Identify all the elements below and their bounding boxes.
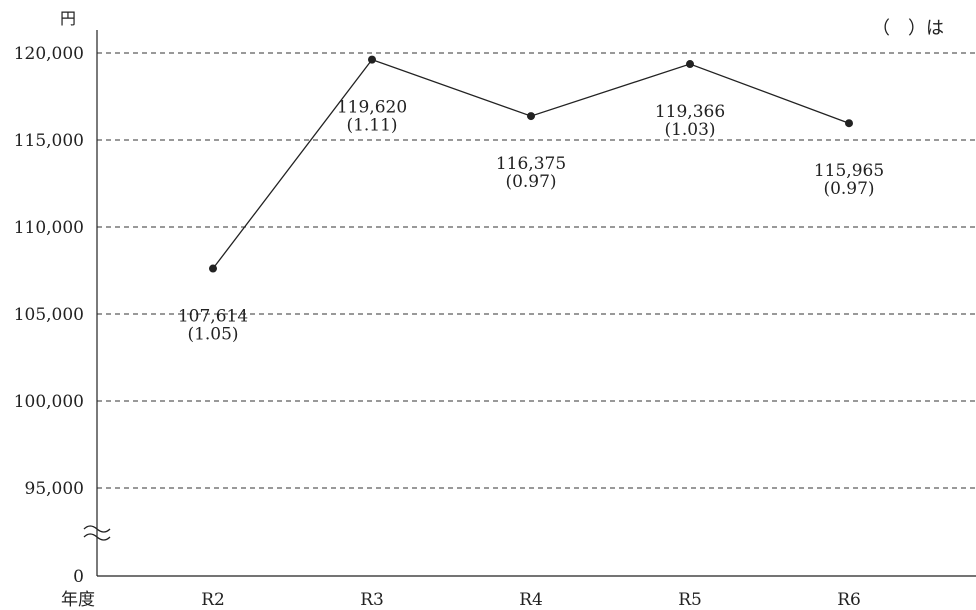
y-tick-label: 110,000 xyxy=(14,218,84,238)
x-tick-label: R4 xyxy=(519,590,543,610)
x-axis-title: 年度 xyxy=(61,590,95,610)
data-ratio-label: (0.97) xyxy=(823,179,874,199)
data-point-R4 xyxy=(527,112,535,121)
axis-break-symbol xyxy=(83,525,111,541)
data-ratio-label: (1.11) xyxy=(346,116,397,136)
y-unit-label: 円 xyxy=(60,9,76,28)
data-value-label: 119,620 xyxy=(337,98,407,118)
y-tick-label: 105,000 xyxy=(14,305,84,325)
data-ratio-label: (1.05) xyxy=(187,325,238,345)
x-tick-label: R5 xyxy=(678,590,702,610)
data-point-R2 xyxy=(209,264,217,273)
y-tick-label: 100,000 xyxy=(14,392,84,412)
x-tick-label: R2 xyxy=(201,590,225,610)
data-value-label: 107,614 xyxy=(178,307,248,327)
y-tick-label: 0 xyxy=(73,567,84,587)
data-value-label: 115,965 xyxy=(814,161,884,181)
y-tick-label: 120,000 xyxy=(14,44,84,64)
data-value-label: 119,366 xyxy=(655,102,725,122)
data-value-label: 116,375 xyxy=(496,154,566,174)
label-layer: 107,614(1.05)119,620(1.11)116,375(0.97)1… xyxy=(178,98,884,345)
grid-layer xyxy=(97,52,976,489)
data-ratio-label: (1.03) xyxy=(664,120,715,140)
data-point-R6 xyxy=(845,119,853,128)
axis-layer: 円 年度 （ ）は xyxy=(60,9,976,610)
x-tick-label: R6 xyxy=(837,590,861,610)
data-point-R3 xyxy=(368,55,376,64)
legend-note: （ ）は xyxy=(872,18,944,39)
data-ratio-label: (0.97) xyxy=(505,172,556,192)
y-tick-label: 95,000 xyxy=(25,479,84,499)
data-point-R5 xyxy=(686,60,694,69)
tick-layer: 120,000 115,000 110,000 105,000 100,000 95,00… xyxy=(14,44,861,610)
point-layer xyxy=(209,55,853,273)
x-tick-label: R3 xyxy=(360,590,384,610)
y-tick-label: 115,000 xyxy=(14,131,84,151)
